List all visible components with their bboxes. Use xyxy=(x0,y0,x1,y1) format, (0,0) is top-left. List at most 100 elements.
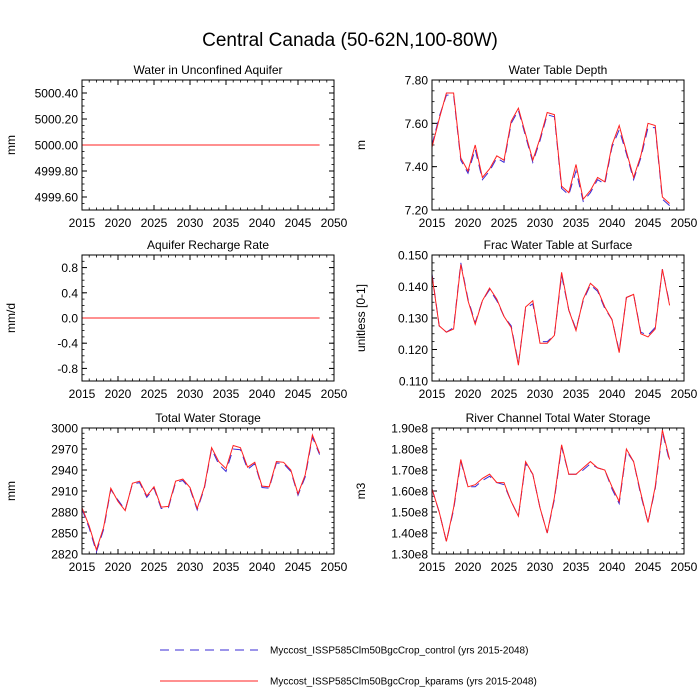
y-tick-label: -0.4 xyxy=(57,337,78,351)
x-tick-label: 2045 xyxy=(635,387,662,401)
panel-title: Water in Unconfined Aquifer xyxy=(134,63,283,77)
y-tick-label: 4999.60 xyxy=(35,191,79,205)
x-tick-label: 2030 xyxy=(177,216,204,230)
y-tick-label: 1.30e8 xyxy=(391,548,428,562)
plot-frame xyxy=(81,79,335,211)
x-tick-label: 2030 xyxy=(527,560,554,574)
x-tick-label: 2035 xyxy=(213,560,240,574)
x-tick-label: 2035 xyxy=(213,387,240,401)
x-tick-label: 2030 xyxy=(527,387,554,401)
plot-frame xyxy=(431,254,685,382)
y-axis-label: unitless [0-1] xyxy=(354,284,368,352)
x-tick-label: 2025 xyxy=(491,216,518,230)
x-tick-label: 2030 xyxy=(177,387,204,401)
y-tick-label: 2970 xyxy=(51,443,78,457)
panel-title: Total Water Storage xyxy=(155,411,261,425)
x-tick-label: 2050 xyxy=(671,560,698,574)
plot-frame xyxy=(81,254,335,382)
panel-title: River Channel Total Water Storage xyxy=(466,411,651,425)
y-tick-label: 1.90e8 xyxy=(391,422,428,436)
y-tick-label: 7.80 xyxy=(405,74,429,88)
x-tick-label: 2050 xyxy=(321,216,348,230)
y-tick-label: 1.60e8 xyxy=(391,485,428,499)
x-tick-label: 2020 xyxy=(455,560,482,574)
x-tick-label: 2030 xyxy=(177,560,204,574)
x-tick-label: 2040 xyxy=(599,560,626,574)
y-tick-label: 2880 xyxy=(51,506,78,520)
y-tick-label: 4999.80 xyxy=(35,165,79,179)
x-tick-label: 2015 xyxy=(419,387,446,401)
y-axis-label: mm xyxy=(4,481,18,501)
series-line-control xyxy=(81,435,321,554)
y-tick-label: 5000.00 xyxy=(35,139,79,153)
y-tick-label: 5000.20 xyxy=(35,113,79,127)
x-tick-label: 2035 xyxy=(563,387,590,401)
chart-panel-2: Water Table Depth m 2015 2020 2025 2030 2035 20… xyxy=(354,63,698,230)
x-tick-label: 2050 xyxy=(321,560,348,574)
y-tick-label: 2820 xyxy=(51,548,78,562)
y-tick-label: -0.8 xyxy=(57,362,78,376)
x-tick-label: 2035 xyxy=(563,216,590,230)
y-tick-label: 2850 xyxy=(51,527,78,541)
chart-panel-6: River Channel Total Water Storage m3 2015 2… xyxy=(354,411,698,574)
y-tick-label: 0.4 xyxy=(61,286,78,300)
x-tick-label: 2045 xyxy=(635,216,662,230)
x-tick-label: 2030 xyxy=(527,216,554,230)
y-tick-label: 1.80e8 xyxy=(391,443,428,457)
x-tick-label: 2020 xyxy=(105,387,132,401)
x-tick-label: 2020 xyxy=(455,216,482,230)
x-tick-label: 2050 xyxy=(321,387,348,401)
legend-label: Myccost_ISSP585Clm50BgcCrop_kparams (yrs… xyxy=(270,677,537,688)
y-tick-label: 0.130 xyxy=(398,312,428,326)
legend-label: Myccost_ISSP585Clm50BgcCrop_control (yrs… xyxy=(270,646,528,657)
y-tick-label: 2940 xyxy=(51,464,78,478)
x-tick-label: 2015 xyxy=(69,560,96,574)
y-tick-label: 1.50e8 xyxy=(391,506,428,520)
chart-panel-5: Total Water Storage mm 2015 2020 2025 2030 203… xyxy=(4,411,348,574)
x-tick-label: 2040 xyxy=(249,216,276,230)
x-tick-label: 2045 xyxy=(285,387,312,401)
panel-title: Frac Water Table at Surface xyxy=(484,238,633,252)
series-line-control xyxy=(431,262,671,364)
y-tick-label: 0.110 xyxy=(399,375,428,389)
y-tick-label: 1.40e8 xyxy=(391,527,428,541)
x-tick-label: 2035 xyxy=(213,216,240,230)
x-tick-label: 2025 xyxy=(491,560,518,574)
series-line-control xyxy=(431,94,670,207)
chart-panel-4: Frac Water Table at Surface unitless [0-1… xyxy=(354,238,698,401)
y-tick-label: 0.140 xyxy=(398,280,428,294)
x-tick-label: 2015 xyxy=(69,216,96,230)
x-tick-label: 2025 xyxy=(141,216,168,230)
y-axis-label: mm xyxy=(4,135,18,155)
x-tick-label: 2050 xyxy=(671,216,698,230)
x-tick-label: 2040 xyxy=(249,560,276,574)
y-tick-label: 7.40 xyxy=(405,160,429,174)
x-tick-label: 2050 xyxy=(671,387,698,401)
x-tick-label: 2020 xyxy=(105,216,132,230)
x-tick-label: 2045 xyxy=(285,560,312,574)
y-tick-label: 0.0 xyxy=(61,312,78,326)
chart-panel-1: Water in Unconfined Aquifer mm 2015 2020 202… xyxy=(4,63,348,230)
chart-panel-3: Aquifer Recharge Rate mm/d 2015 2020 2025 203… xyxy=(4,238,348,401)
x-tick-label: 2040 xyxy=(249,387,276,401)
x-tick-label: 2045 xyxy=(285,216,312,230)
x-tick-label: 2020 xyxy=(455,387,482,401)
x-tick-label: 2045 xyxy=(635,560,662,574)
y-axis-label: m3 xyxy=(354,482,368,499)
series-line-kparams xyxy=(431,92,670,204)
legend: Myccost_ISSP585Clm50BgcCrop_control (yrs… xyxy=(160,646,537,688)
x-tick-label: 2015 xyxy=(419,216,446,230)
y-tick-label: 0.120 xyxy=(398,343,428,357)
figure-title: Central Canada (50-62N,100-80W) xyxy=(202,30,498,51)
y-tick-label: 0.8 xyxy=(61,261,78,275)
x-tick-label: 2025 xyxy=(141,560,168,574)
y-axis-label: m xyxy=(354,140,368,150)
x-tick-label: 2020 xyxy=(105,560,132,574)
y-tick-label: 7.60 xyxy=(405,117,429,131)
y-tick-label: 0.150 xyxy=(398,249,428,263)
x-tick-label: 2035 xyxy=(563,560,590,574)
x-tick-label: 2040 xyxy=(599,216,626,230)
panel-title: Aquifer Recharge Rate xyxy=(147,238,269,252)
